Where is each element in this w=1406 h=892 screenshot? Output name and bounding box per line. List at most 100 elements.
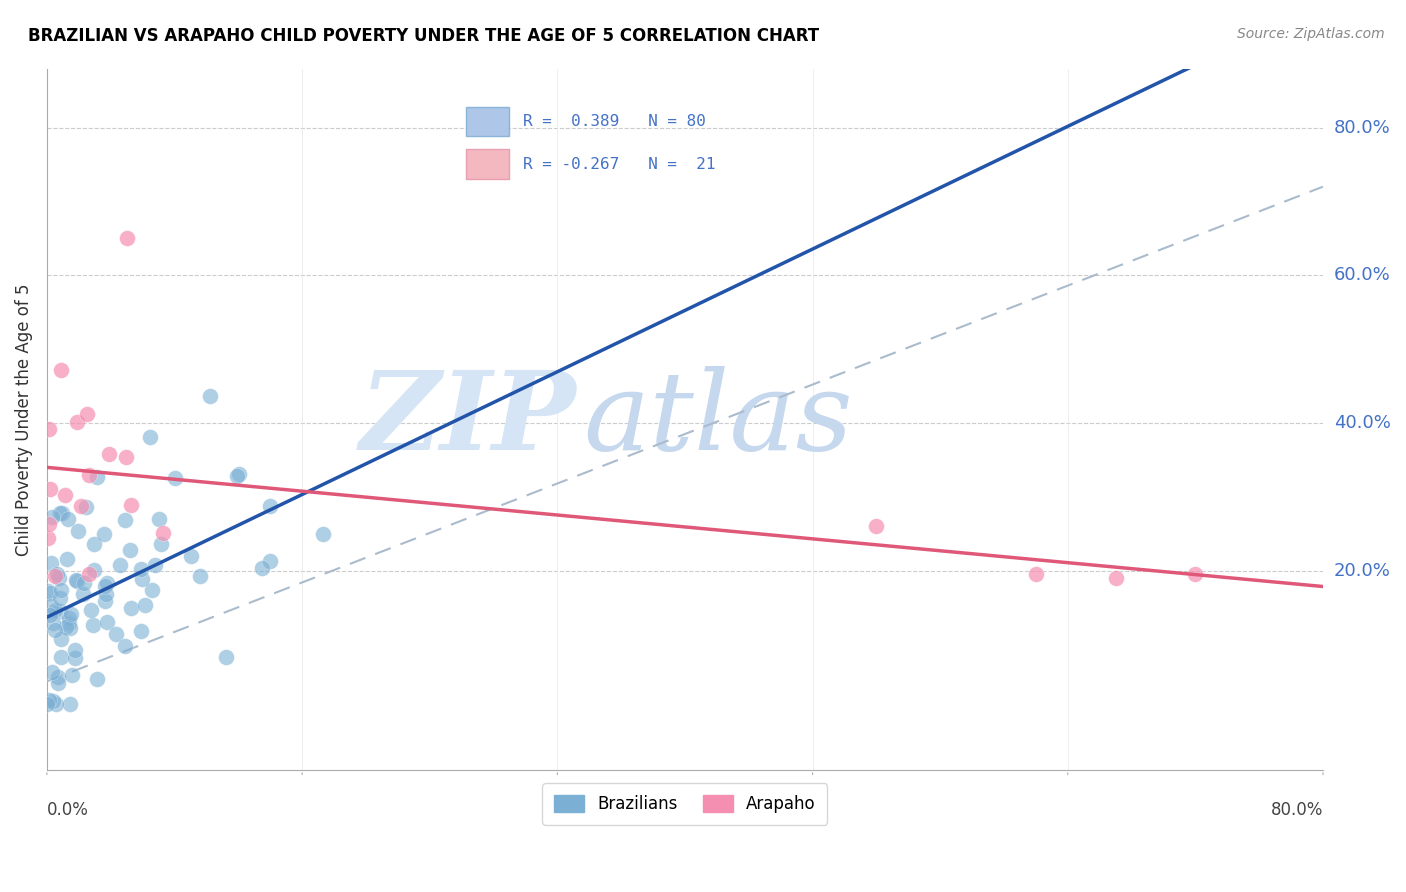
Point	[139, 430, 162, 444]
Point	[93, 527, 115, 541]
Point	[59, 621, 82, 635]
Point	[51, 507, 73, 521]
Point	[97, 447, 120, 461]
Point	[37, 532, 59, 546]
Point	[63, 651, 86, 665]
Y-axis label: Child Poverty Under the Age of 5: Child Poverty Under the Age of 5	[15, 283, 32, 556]
Point	[49, 650, 72, 665]
Point	[38, 516, 60, 531]
Point	[59, 697, 82, 711]
Point	[110, 558, 132, 573]
Point	[45, 697, 67, 711]
Point	[63, 643, 86, 657]
Point	[76, 407, 98, 421]
Point	[60, 668, 83, 682]
Point	[53, 488, 76, 502]
Point	[129, 624, 152, 639]
Point	[56, 552, 79, 566]
Point	[131, 572, 153, 586]
Point	[48, 570, 70, 584]
Point	[41, 665, 63, 680]
Point	[215, 650, 238, 665]
Point	[259, 553, 281, 567]
Point	[38, 422, 60, 436]
Point	[42, 616, 65, 631]
Point	[44, 603, 66, 617]
Point	[49, 632, 72, 646]
Point	[66, 574, 89, 589]
Point	[42, 694, 65, 708]
Point	[49, 591, 72, 605]
Point	[143, 558, 166, 572]
Point	[58, 616, 80, 631]
Point	[58, 611, 80, 625]
Point	[165, 470, 187, 484]
Point	[73, 575, 96, 590]
Point	[114, 640, 136, 654]
Point	[66, 416, 89, 430]
Text: atlas: atlas	[583, 366, 852, 473]
Point	[65, 573, 87, 587]
Point	[49, 582, 72, 597]
Point	[75, 500, 97, 515]
Text: 60.0%: 60.0%	[1334, 267, 1391, 285]
Point	[225, 468, 247, 483]
Point	[46, 675, 69, 690]
Point	[44, 624, 66, 638]
Text: ZIP: ZIP	[360, 366, 576, 473]
Point	[228, 467, 250, 482]
Point	[82, 618, 104, 632]
Point	[79, 603, 101, 617]
Point	[79, 566, 101, 581]
Point	[59, 607, 82, 621]
Point	[70, 500, 93, 514]
Point	[39, 585, 62, 599]
Text: 20.0%: 20.0%	[1334, 562, 1391, 580]
Point	[198, 388, 221, 402]
Point	[94, 594, 117, 608]
Point	[94, 587, 117, 601]
Point	[41, 510, 63, 524]
Point	[77, 468, 100, 483]
Point	[38, 692, 60, 706]
Point	[115, 231, 138, 245]
Point	[72, 586, 94, 600]
Point	[259, 499, 281, 513]
Text: BRAZILIAN VS ARAPAHO CHILD POVERTY UNDER THE AGE OF 5 CORRELATION CHART: BRAZILIAN VS ARAPAHO CHILD POVERTY UNDER…	[28, 27, 820, 45]
Point	[38, 607, 60, 622]
Text: Source: ZipAtlas.com: Source: ZipAtlas.com	[1237, 27, 1385, 41]
Point	[1104, 571, 1126, 585]
Point	[1184, 567, 1206, 582]
Point	[46, 670, 69, 684]
Point	[149, 537, 172, 551]
Text: 80.0%: 80.0%	[1271, 800, 1323, 819]
Point	[180, 549, 202, 563]
Point	[134, 598, 156, 612]
Point	[120, 498, 142, 512]
Point	[55, 620, 77, 634]
Point	[120, 601, 142, 615]
Point	[83, 537, 105, 551]
Point	[250, 560, 273, 574]
Point	[96, 615, 118, 629]
Point	[86, 470, 108, 484]
Point	[49, 506, 72, 520]
Point	[865, 519, 887, 533]
Point	[39, 556, 62, 570]
Point	[83, 563, 105, 577]
Point	[56, 512, 79, 526]
Point	[45, 566, 67, 581]
Point	[49, 363, 72, 377]
Text: 0.0%: 0.0%	[46, 800, 89, 819]
Point	[312, 526, 335, 541]
Point	[1025, 567, 1047, 582]
Point	[37, 584, 59, 599]
Point	[115, 450, 138, 464]
Point	[105, 627, 128, 641]
Point	[48, 604, 70, 618]
Point	[94, 579, 117, 593]
Text: 80.0%: 80.0%	[1334, 119, 1391, 136]
Point	[38, 482, 60, 496]
Point	[67, 524, 90, 538]
Point	[39, 599, 62, 614]
